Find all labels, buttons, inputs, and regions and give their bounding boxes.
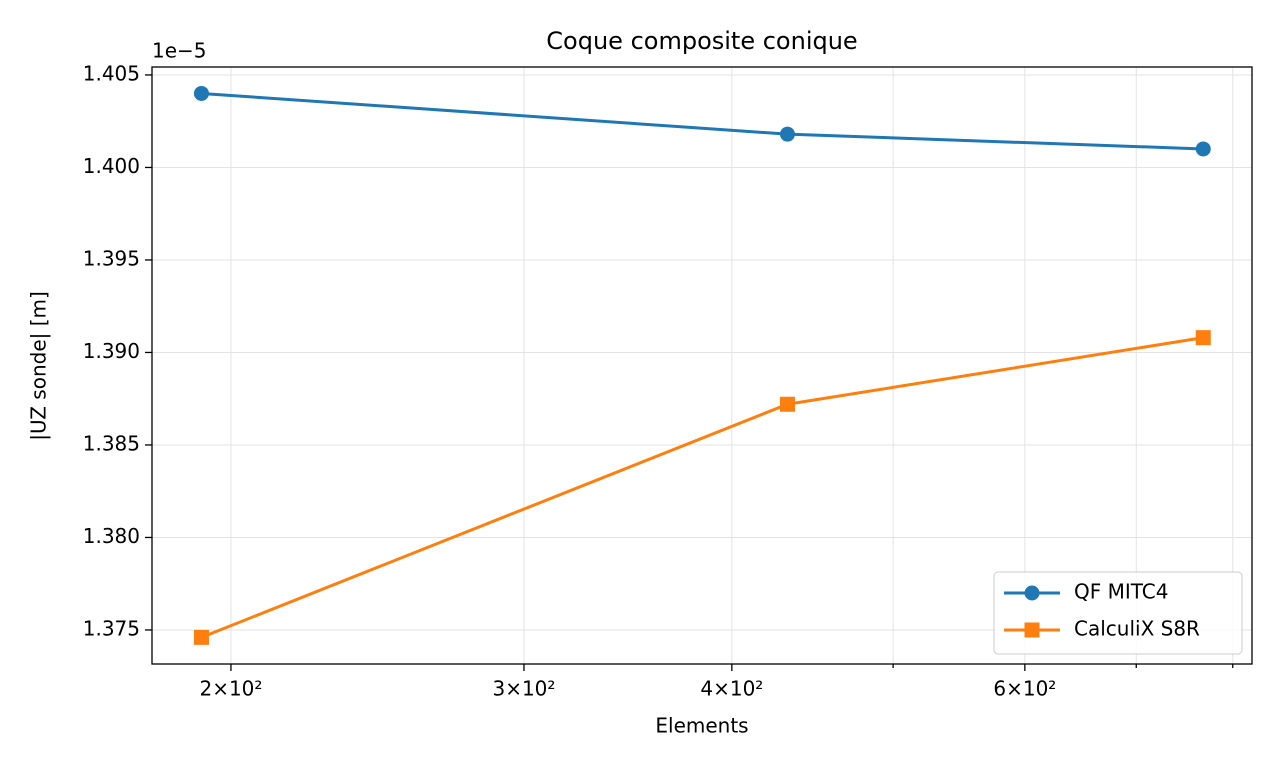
y-tick-label: 1.380 — [83, 524, 140, 548]
legend-label: CalculiX S8R — [1074, 617, 1200, 641]
chart-title: Coque composite conique — [546, 27, 857, 55]
marker — [779, 396, 795, 412]
y-tick-label: 1.405 — [83, 61, 140, 85]
series-line — [201, 91, 1204, 151]
y-tick-label: 1.385 — [83, 431, 140, 455]
marker — [779, 126, 795, 142]
x-axis-label: Elements — [655, 714, 748, 738]
marker — [1195, 330, 1211, 346]
marker — [193, 85, 209, 101]
y-tick-label: 1.390 — [83, 339, 140, 363]
y-tick-label: 1.395 — [83, 246, 140, 270]
x-tick-label: 3×10² — [492, 677, 555, 701]
y-axis-label: |UZ sonde| [m] — [27, 291, 51, 441]
marker — [1024, 622, 1040, 638]
marker — [1024, 585, 1040, 601]
x-tick-label: 6×10² — [993, 677, 1056, 701]
marker — [1195, 141, 1211, 157]
y-tick-label: 1.400 — [83, 154, 140, 178]
x-tick-label: 4×10² — [700, 677, 763, 701]
legend-label: QF MITC4 — [1074, 580, 1169, 604]
y-offset-label: 1e−5 — [152, 39, 207, 63]
plot-frame — [151, 66, 1253, 665]
marker — [193, 629, 209, 645]
y-tick-label: 1.375 — [83, 616, 140, 640]
x-tick-label: 2×10² — [199, 677, 262, 701]
legend: QF MITC4 CalculiX S8R — [993, 571, 1243, 655]
